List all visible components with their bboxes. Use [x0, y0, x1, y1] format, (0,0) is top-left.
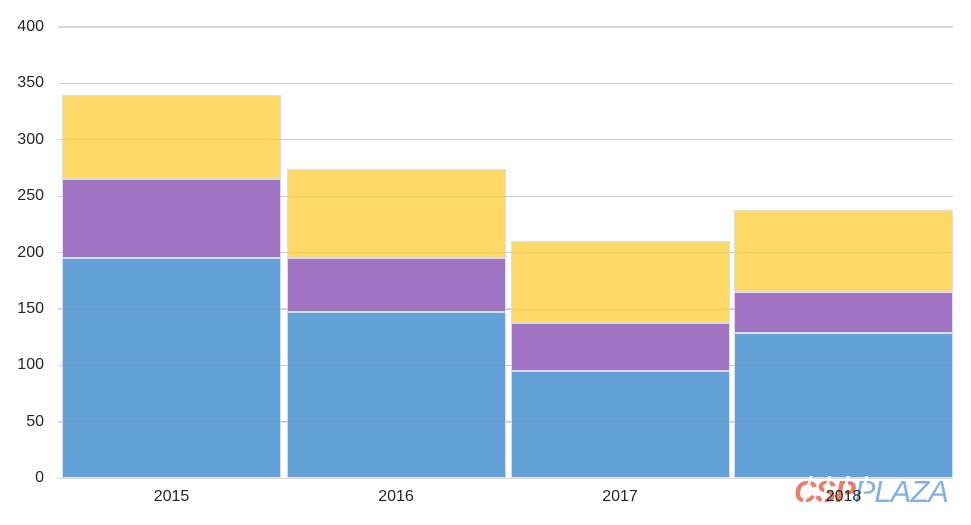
x-axis-label-2015: 2015: [153, 488, 190, 505]
bar-segment-blue-bottom-segment-2017: [510, 371, 730, 479]
gridline-overlay-250: [62, 195, 953, 197]
bar-segment-purple-middle-segment-2017: [510, 322, 730, 372]
gridline-overlay-200: [62, 252, 953, 254]
y-axis-label-50: 50: [26, 412, 44, 430]
plaza-logo-text: PLAZA: [854, 474, 949, 509]
bar-segment-blue-bottom-segment-2015: [62, 258, 281, 479]
gridline-overlay-150: [62, 308, 953, 310]
gridline-300: [58, 139, 953, 141]
bar-segment-yellow-top-segment-2017: [510, 241, 730, 323]
gridline-overlay-100: [62, 364, 953, 366]
gridline-overlay-300: [62, 139, 953, 141]
gridline-200: [58, 252, 953, 254]
bar-segment-yellow-top-segment-2015: [62, 94, 281, 180]
gridline-250: [58, 195, 953, 197]
y-axis-label-250: 250: [17, 187, 44, 205]
y-axis-label-150: 150: [17, 300, 44, 318]
y-axis-label-300: 300: [17, 130, 44, 148]
y-axis-label-100: 100: [17, 356, 44, 374]
x-axis-label-2016: 2016: [378, 488, 414, 505]
bar-segment-yellow-top-segment-2016: [286, 169, 506, 259]
gridline-350: [58, 82, 953, 85]
gridline-100: [58, 364, 953, 367]
bar-segment-purple-middle-segment-2016: [286, 258, 506, 313]
bar-segment-purple-middle-segment-2015: [62, 179, 281, 259]
y-axis-label-0: 0: [35, 469, 44, 487]
y-axis-label-350: 350: [17, 74, 44, 92]
y-axis-label-400: 400: [17, 18, 44, 35]
gridline-150: [58, 308, 953, 310]
gridline-overlay-350: [62, 82, 953, 84]
y-axis-label-200: 200: [17, 243, 44, 261]
gridline-0: [58, 477, 953, 479]
x-axis-label-2017: 2017: [602, 488, 638, 505]
x-axis-label-2018: 2018: [825, 488, 862, 505]
bar-segment-blue-bottom-segment-2016: [286, 312, 506, 479]
gridline-overlay-50: [62, 421, 953, 423]
gridline-400: [58, 26, 953, 28]
gridline-50: [58, 421, 953, 423]
bar-segment-yellow-top-segment-2018: [734, 209, 953, 293]
bar-segment-blue-bottom-segment-2018: [734, 332, 953, 479]
bar-segment-purple-middle-segment-2018: [734, 292, 953, 333]
